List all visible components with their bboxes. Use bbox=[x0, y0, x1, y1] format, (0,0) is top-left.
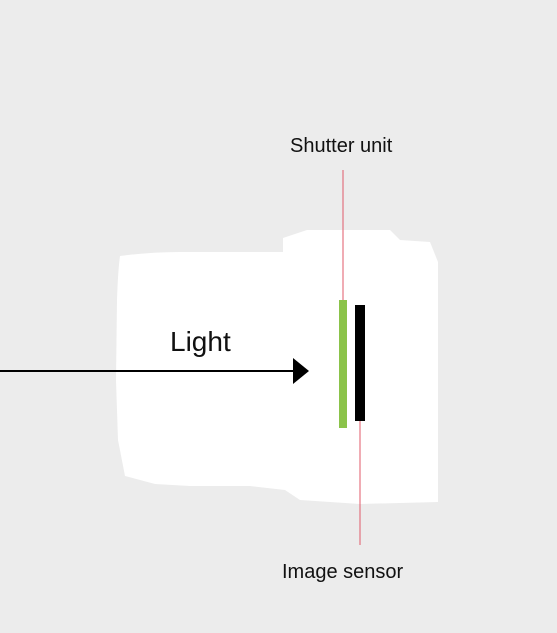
light-label: Light bbox=[170, 326, 231, 357]
image-sensor-label: Image sensor bbox=[282, 561, 404, 583]
camera-body-silhouette bbox=[116, 230, 438, 504]
shutter-unit-label: Shutter unit bbox=[290, 135, 393, 157]
image-sensor-bar bbox=[355, 305, 365, 421]
light-arrow-head bbox=[293, 358, 309, 384]
shutter-unit-bar bbox=[339, 300, 347, 428]
